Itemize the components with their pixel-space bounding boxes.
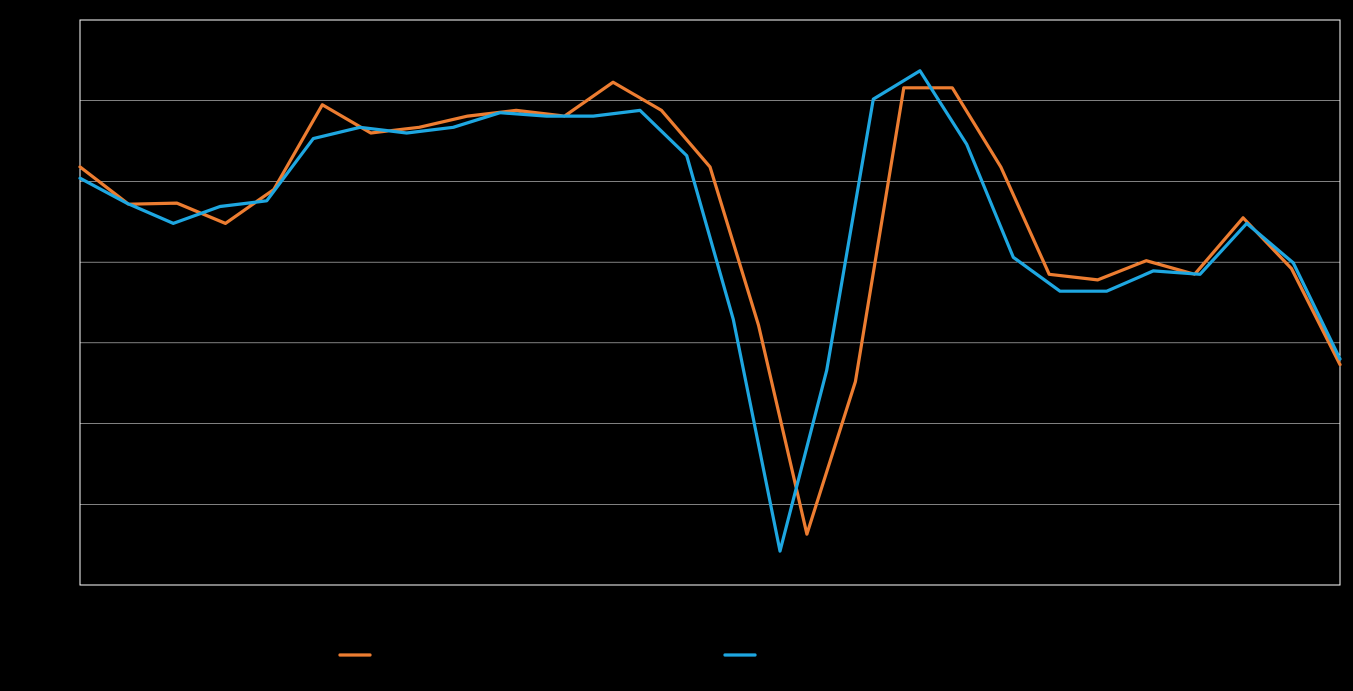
chart-svg xyxy=(0,0,1353,691)
line-chart xyxy=(0,0,1353,691)
